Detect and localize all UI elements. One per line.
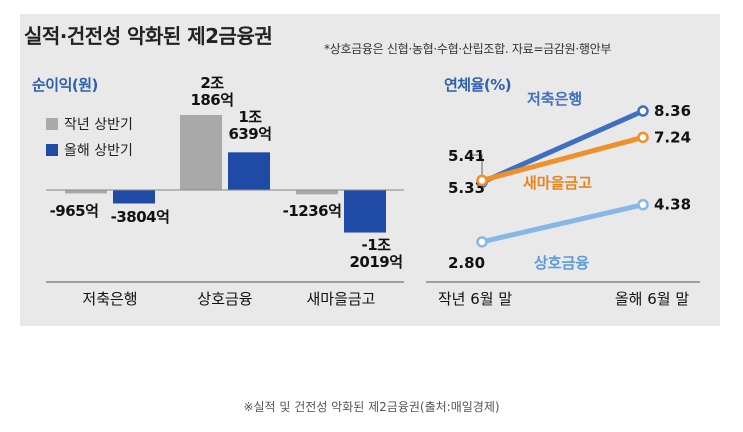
data-label: -1조 2019억 bbox=[349, 236, 402, 271]
data-point bbox=[637, 131, 649, 144]
legend-label-curr: 올해 상반기 bbox=[64, 143, 133, 159]
line-unit-label: 연체율(%) bbox=[444, 76, 512, 94]
bar bbox=[180, 115, 222, 190]
data-point bbox=[637, 105, 649, 117]
series-label: 새마을금고 bbox=[523, 174, 592, 192]
data-label: 8.36 bbox=[654, 102, 691, 120]
bar bbox=[65, 190, 107, 194]
series-label: 저축은행 bbox=[527, 90, 582, 108]
data-label: -3804억 bbox=[111, 208, 170, 226]
data-label: -965억 bbox=[50, 202, 99, 220]
image-caption: ※실적 및 건전성 악화된 제2금융권(출처:매일경제) bbox=[243, 400, 500, 414]
data-label: 5.33 bbox=[448, 179, 485, 197]
leader-line bbox=[470, 154, 483, 181]
data-point bbox=[476, 174, 488, 187]
series-label: 상호금융 bbox=[534, 254, 589, 272]
data-point bbox=[637, 198, 649, 211]
x-tick-label: 올해 6월 말 bbox=[615, 290, 689, 308]
legend-swatch-curr bbox=[46, 144, 58, 156]
x-tick-label: 작년 6월 말 bbox=[438, 290, 512, 308]
bar bbox=[344, 190, 386, 233]
legend-item-curr: 올해 상반기 bbox=[46, 140, 133, 160]
data-label: -1236억 bbox=[283, 202, 342, 220]
series-line bbox=[479, 134, 646, 183]
source-note: *상호금융은 신협·농협·수협·산립조합. 자료=금감원·행안부 bbox=[324, 42, 612, 56]
data-label: 1조 639억 bbox=[228, 108, 271, 143]
chart-panel bbox=[20, 14, 720, 326]
category-label: 상호금융 bbox=[197, 290, 252, 308]
bar-unit-label: 순이익(원) bbox=[32, 76, 98, 94]
legend-item-prev: 작년 상반기 bbox=[46, 114, 133, 134]
category-label: 저축은행 bbox=[82, 290, 137, 308]
series-line bbox=[479, 108, 646, 185]
bar bbox=[113, 190, 155, 204]
data-label: 2조 186억 bbox=[190, 74, 233, 109]
data-label: 5.41 bbox=[448, 147, 485, 165]
bar bbox=[296, 190, 338, 195]
legend-swatch-prev bbox=[46, 118, 58, 130]
category-label: 새마을금고 bbox=[306, 290, 375, 308]
bar bbox=[228, 152, 270, 190]
data-label: 2.80 bbox=[448, 254, 485, 272]
data-point bbox=[476, 236, 488, 248]
data-label: 7.24 bbox=[654, 128, 691, 146]
chart-title: 실적·건전성 악화된 제2금융권 bbox=[24, 24, 273, 48]
series-line bbox=[479, 202, 646, 245]
legend-label-prev: 작년 상반기 bbox=[64, 117, 133, 133]
data-label: 4.38 bbox=[654, 196, 691, 214]
